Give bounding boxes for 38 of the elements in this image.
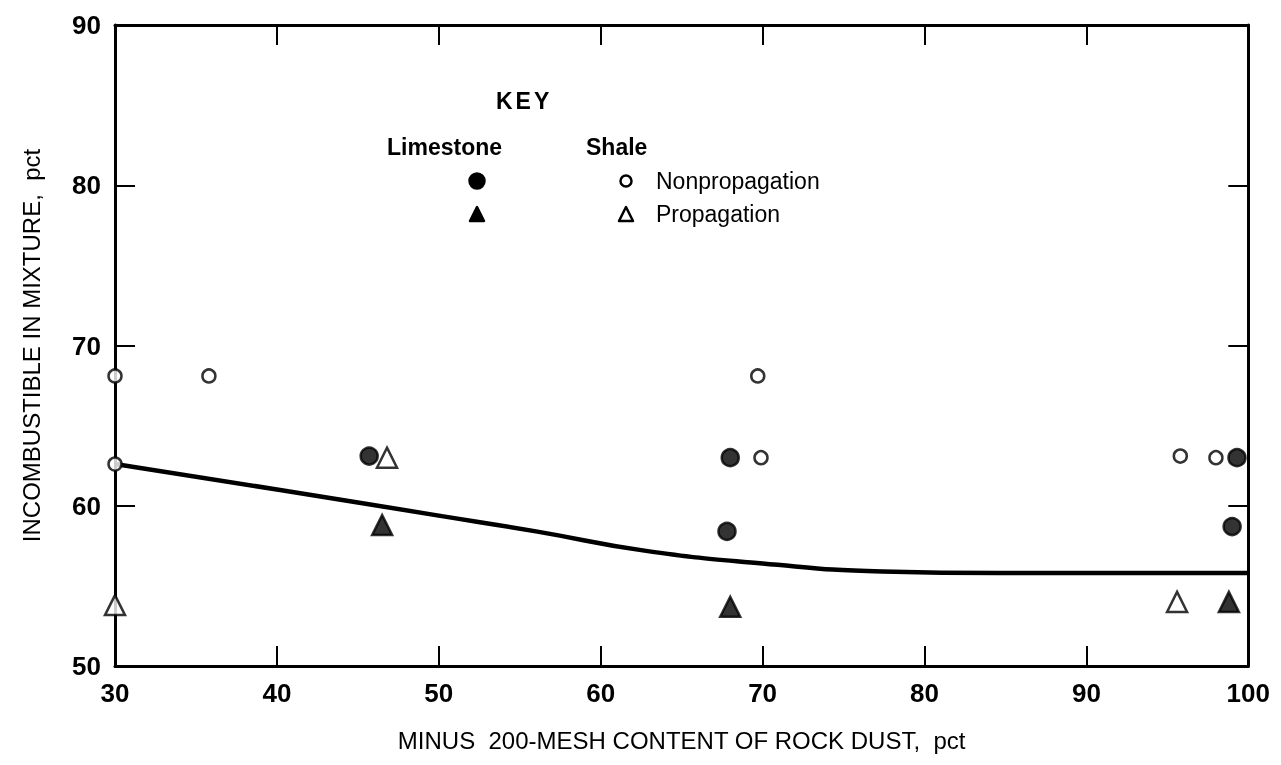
y-axis-title: INCOMBUSTIBLE IN MIXTURE, pct xyxy=(17,148,45,543)
annotation: Propagation xyxy=(656,201,781,227)
annotation: Shale xyxy=(586,134,648,160)
point xyxy=(1165,590,1189,614)
point xyxy=(1172,448,1189,464)
x-tick-label: 70 xyxy=(748,678,778,708)
point xyxy=(201,368,217,384)
x-tick-label: 60 xyxy=(586,678,616,708)
point xyxy=(753,449,769,466)
point xyxy=(107,368,123,384)
y-tick-label: 60 xyxy=(72,490,101,521)
y-tick-label: 90 xyxy=(72,10,101,40)
point xyxy=(1227,447,1247,468)
x-tick-label: 50 xyxy=(424,678,454,708)
x-tick-label: 100 xyxy=(1226,678,1271,708)
point xyxy=(717,521,737,542)
point xyxy=(1222,516,1242,537)
x-tick-label: 80 xyxy=(910,678,939,708)
y-tick-label: 80 xyxy=(72,170,101,201)
x-tick-label: 90 xyxy=(1071,678,1101,708)
y-tick-label: 50 xyxy=(72,651,101,681)
point xyxy=(359,446,379,466)
legend-title: KEY xyxy=(496,88,553,114)
annotation: Nonpropagation xyxy=(656,168,820,194)
point xyxy=(750,368,766,384)
point xyxy=(1208,449,1224,466)
x-tick-label: 30 xyxy=(100,678,130,708)
y-tick-label: 70 xyxy=(72,330,101,361)
point xyxy=(375,446,399,469)
point xyxy=(718,595,742,618)
annotation: Limestone xyxy=(387,134,503,160)
point xyxy=(720,447,740,468)
x-tick-label: 40 xyxy=(262,678,292,708)
point xyxy=(1217,590,1241,614)
x-axis-title: MINUS 200-MESH CONTENT OF ROCK DUST, pct xyxy=(397,726,966,754)
point xyxy=(370,513,394,537)
point xyxy=(103,593,127,617)
point xyxy=(107,456,123,472)
